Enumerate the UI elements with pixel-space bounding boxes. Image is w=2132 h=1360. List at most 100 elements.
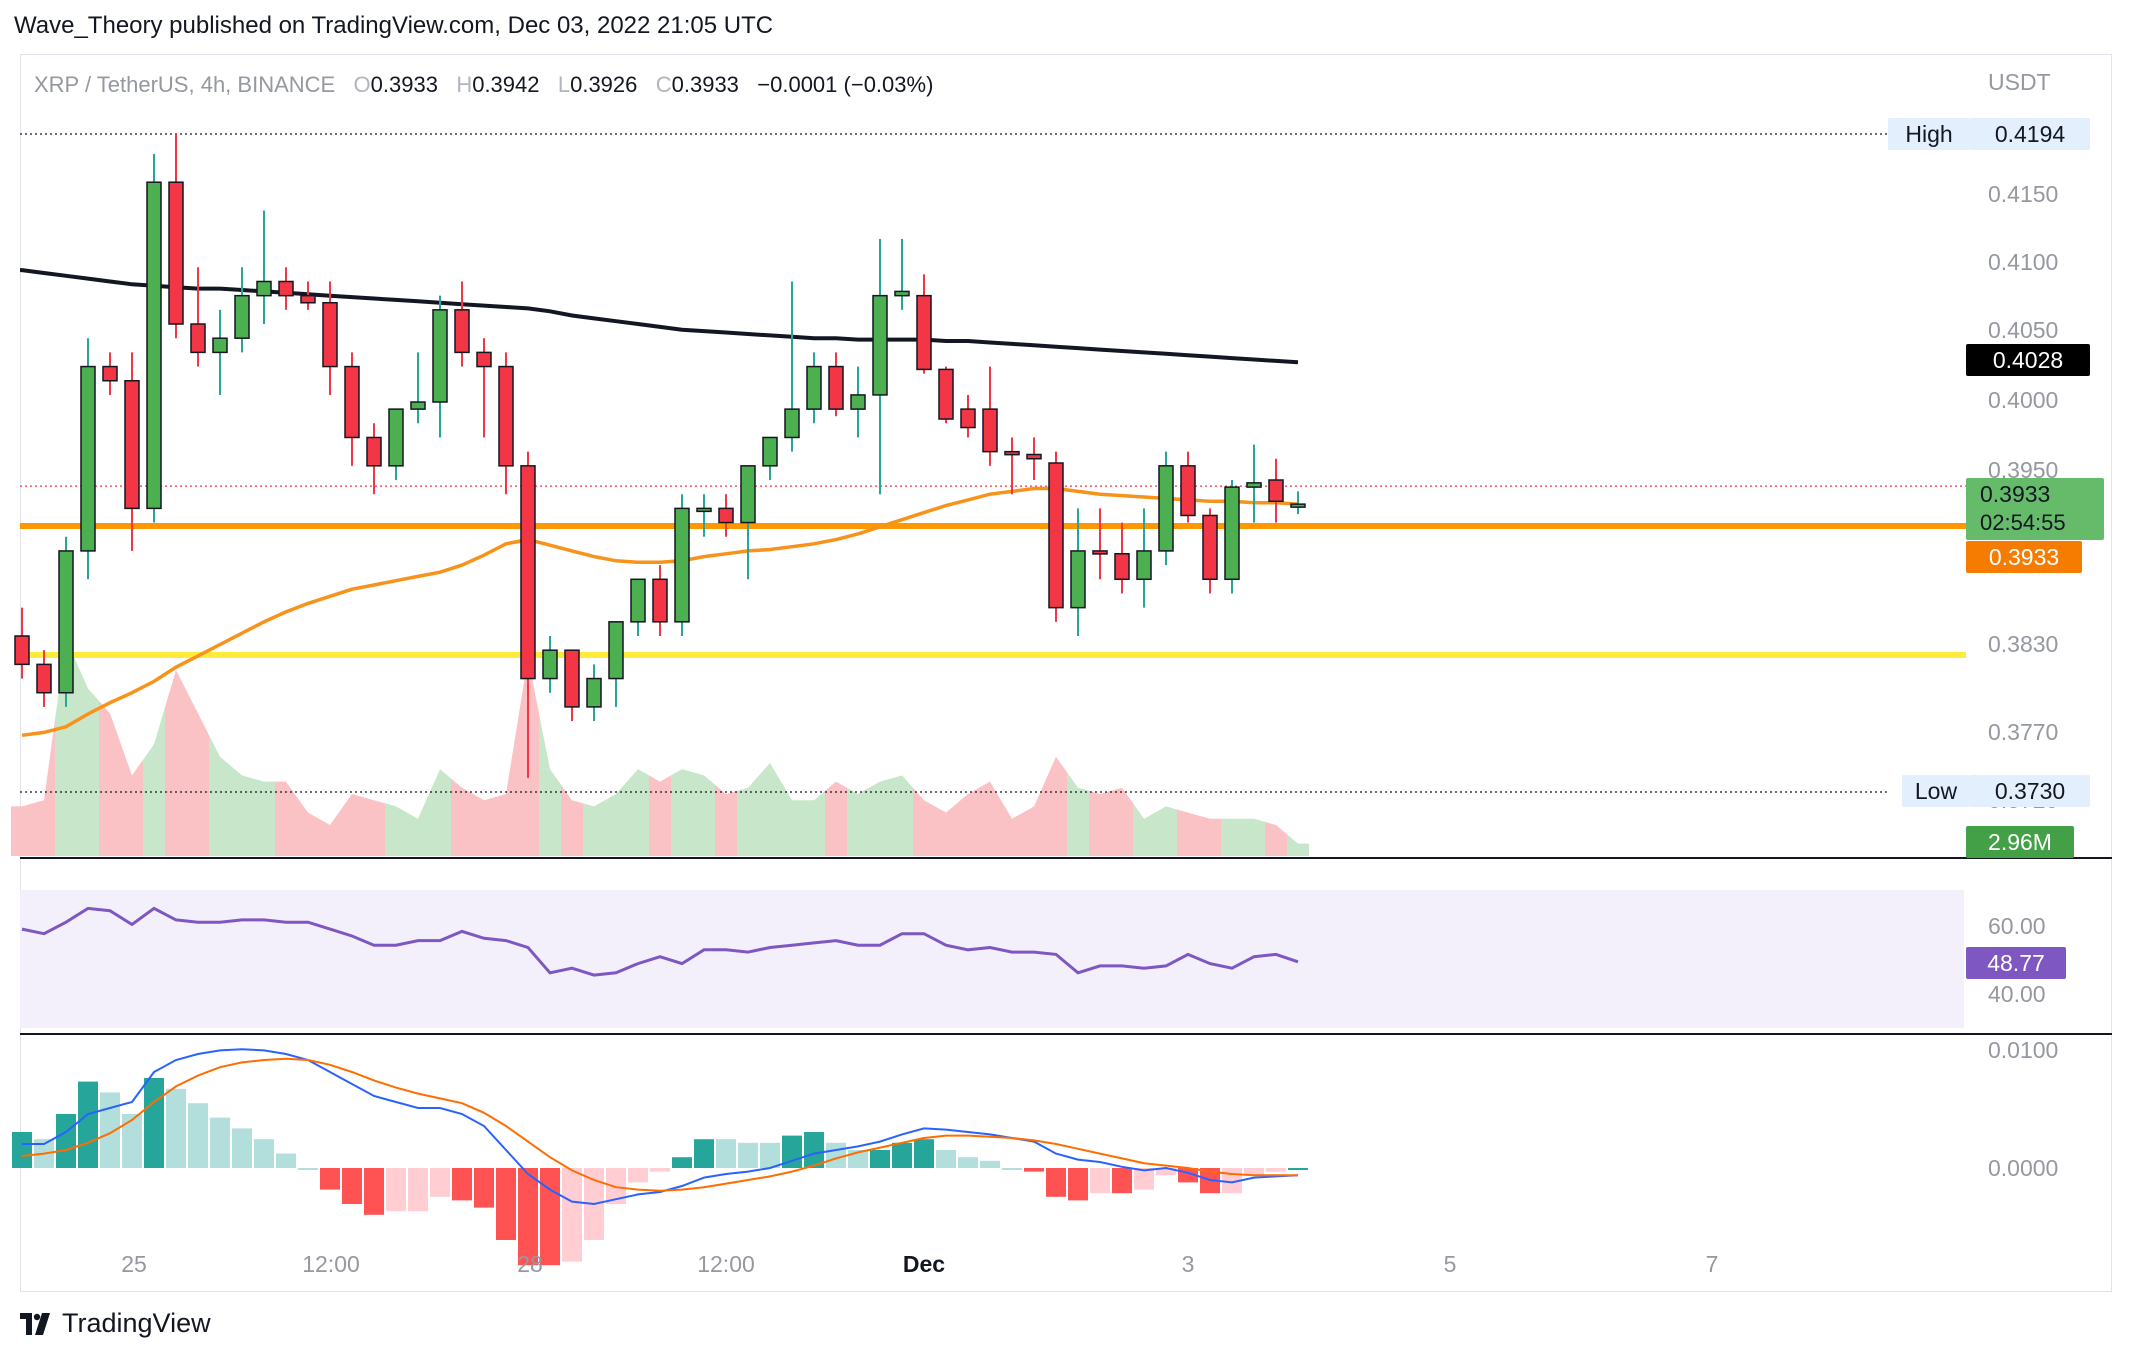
volume-bar	[363, 797, 385, 856]
volume-bar	[627, 769, 649, 856]
candle-body	[102, 365, 118, 382]
candle-body	[740, 465, 756, 524]
low-label: L	[557, 72, 571, 97]
macd-histogram-bar	[804, 1132, 824, 1168]
macd-histogram-bar	[408, 1168, 428, 1212]
high-tag-label-box	[1888, 118, 1970, 150]
time-tick-label: 25	[121, 1251, 147, 1277]
high-value: 0.3942	[472, 72, 540, 97]
candle-body	[564, 649, 580, 708]
volume-bar	[979, 781, 1001, 856]
change-value: −0.0001 (−0.03%)	[757, 72, 934, 97]
tradingview-icon	[20, 1312, 50, 1335]
volume-bar	[1089, 790, 1111, 856]
macd-histogram-bar	[364, 1168, 384, 1215]
candle-body	[1180, 465, 1196, 517]
macd-tick-label: 0.0100	[1988, 1037, 2058, 1063]
macd-histogram-bar	[276, 1153, 296, 1168]
macd-histogram-bar	[870, 1150, 890, 1168]
candle-body	[432, 309, 448, 403]
high-tag-value-box	[1970, 118, 2090, 150]
signal-line	[21, 1057, 1298, 1192]
candle-body	[872, 294, 888, 396]
tradingview-logo[interactable]: TradingView	[20, 1308, 211, 1339]
candle-body	[80, 365, 96, 552]
candle-body	[476, 351, 492, 368]
ema50-tag: 0.3933	[1989, 544, 2059, 570]
volume-bar	[143, 707, 165, 856]
close-value: 0.3933	[671, 72, 739, 97]
macd-histogram-bar	[1266, 1168, 1286, 1172]
volume-bar	[671, 769, 693, 856]
macd-histogram-bar	[78, 1081, 98, 1168]
volume-bar	[473, 794, 495, 856]
volume-bar	[561, 784, 583, 856]
candle-body	[1136, 550, 1152, 581]
macd-histogram-bar	[1090, 1168, 1110, 1194]
candle-body	[1202, 514, 1218, 581]
volume-bar	[429, 769, 451, 856]
candle-body	[190, 323, 206, 354]
rsi-value-tag: 48.77	[1987, 950, 2045, 976]
time-tick-label: 3	[1182, 1251, 1195, 1277]
volume-bar	[1001, 800, 1023, 856]
price-tick-label: 0.4000	[1988, 387, 2058, 413]
candle-body	[1004, 450, 1020, 456]
volume-bar	[275, 781, 297, 856]
candle-body	[1268, 479, 1284, 503]
volume-bar	[495, 725, 517, 856]
candle-body	[366, 436, 382, 467]
candle-body	[344, 365, 360, 439]
candle-body	[762, 436, 778, 467]
volume-bar	[187, 691, 209, 856]
volume-bar	[253, 778, 275, 856]
candle-body	[542, 649, 558, 680]
macd-histogram-bar	[606, 1168, 626, 1204]
rsi-value-tag-box	[1966, 947, 2066, 979]
time-tick-label: 12:00	[302, 1251, 360, 1277]
candle-body	[784, 408, 800, 439]
macd-histogram-bar	[12, 1132, 32, 1168]
symbol-name[interactable]: XRP / TetherUS, 4h, BINANCE	[34, 72, 336, 97]
candle-body	[498, 365, 514, 467]
candle-body	[850, 394, 866, 410]
volume-bar	[319, 809, 341, 856]
price-tick-label: 0.3830	[1988, 631, 2058, 657]
macd-histogram-bar	[144, 1078, 164, 1168]
macd-histogram-bar	[958, 1157, 978, 1168]
macd-histogram-bar	[628, 1168, 648, 1183]
candle-body	[168, 181, 184, 325]
volume-bar	[121, 744, 143, 856]
ema50-line	[21, 486, 1299, 738]
macd-histogram-bar	[672, 1157, 692, 1168]
candle-body	[894, 290, 910, 297]
volume-bar	[407, 794, 429, 856]
candle-body	[14, 635, 30, 666]
macd-histogram-bar	[892, 1142, 912, 1168]
volume-bar	[341, 794, 363, 856]
volume-bar	[583, 800, 605, 856]
macd-histogram-bar	[1068, 1168, 1088, 1201]
open-value: 0.3933	[370, 72, 438, 97]
macd-histogram-bar	[738, 1142, 758, 1168]
last-price-box	[1966, 478, 2104, 540]
candle-body	[674, 507, 690, 623]
volume-bar	[77, 663, 99, 856]
volume-bar	[935, 803, 957, 856]
volume-bar	[781, 781, 803, 856]
volume-bar	[803, 790, 825, 856]
volume-bar	[649, 775, 671, 856]
macd-histogram-bar	[1156, 1168, 1176, 1176]
price-axis-unit: USDT	[1988, 69, 2051, 95]
volume-bar	[99, 701, 121, 856]
volume-bar	[165, 670, 187, 856]
macd-histogram-bar	[298, 1168, 318, 1170]
volume-bar	[1243, 818, 1265, 856]
candle-body	[454, 309, 470, 354]
ema200-line	[20, 268, 1299, 365]
macd-histogram-bar	[1002, 1168, 1022, 1170]
candle-body	[982, 408, 998, 453]
candle-body	[388, 408, 404, 467]
volume-bar	[1287, 834, 1309, 856]
